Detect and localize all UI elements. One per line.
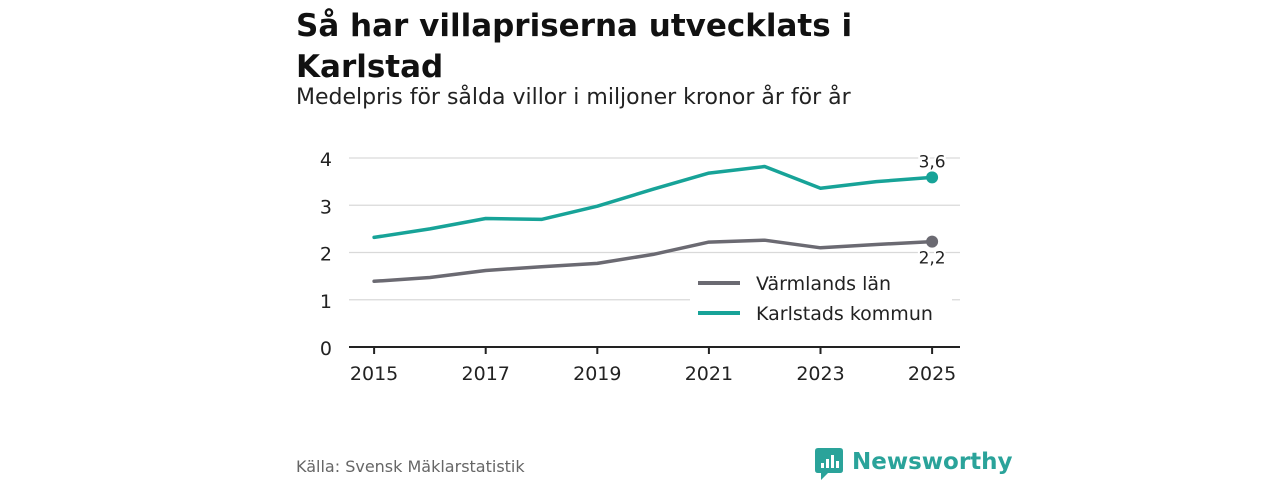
series-end-label-0: 2,2 [919,249,946,269]
x-axis-ticks: 2015 2017 2019 2021 2023 2025 [350,347,956,385]
x-tick-label: 2025 [908,363,956,385]
y-tick-label: 4 [320,149,332,171]
y-tick-label: 2 [320,244,332,266]
line-chart: 0 1 2 3 4 2015 2017 2019 2021 2023 2025 2,2 3,6 Vä… [320,149,960,385]
legend-label-0: Värmlands län [756,273,891,295]
y-tick-label: 1 [320,291,332,313]
series-line-1 [372,164,934,240]
x-tick-label: 2017 [462,363,510,385]
series-lines: 2,2 3,6 [372,150,948,284]
x-tick-label: 2019 [573,363,621,385]
chart-legend: Värmlands län Karlstads kommun [690,266,952,334]
series-end-label-1: 3,6 [919,152,946,172]
legend-background [690,266,952,334]
x-tick-label: 2015 [350,363,398,385]
series-end-point-0 [926,235,939,248]
chart-subtitle: Medelpris för sålda villor i miljoner kr… [296,85,851,110]
chart-title: Så har villapriserna utvecklats i Karlst… [296,8,853,85]
legend-label-1: Karlstads kommun [756,303,933,325]
y-tick-label: 0 [320,338,332,360]
brand-name: Newsworthy [852,449,1013,475]
y-axis-ticks: 0 1 2 3 4 [320,149,332,360]
y-tick-label: 3 [320,196,332,218]
x-tick-label: 2023 [796,363,844,385]
newsworthy-logo-icon [815,448,843,480]
series-line-0 [372,238,934,284]
x-tick-label: 2021 [685,363,733,385]
series-end-point-1 [926,171,939,184]
source-note: Källa: Svensk Mäklarstatistik [296,457,525,476]
